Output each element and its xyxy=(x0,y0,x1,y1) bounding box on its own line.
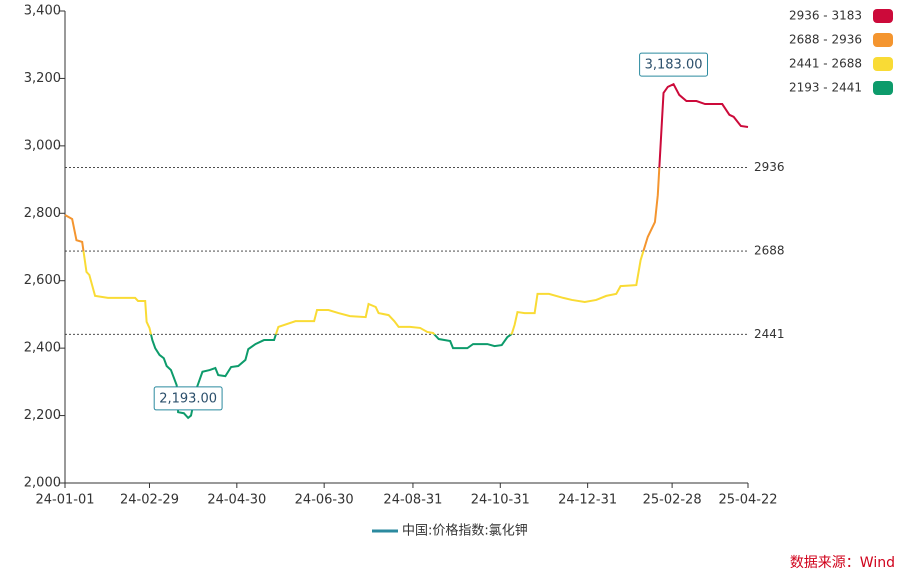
legend-piece-swatch xyxy=(873,81,893,95)
annotation-label: 3,183.00 xyxy=(645,58,703,73)
x-tick-label: 25-02-28 xyxy=(643,493,702,508)
x-tick-label: 24-10-31 xyxy=(471,493,530,508)
x-tick-label: 24-04-30 xyxy=(207,493,266,508)
y-tick-label: 3,000 xyxy=(24,138,61,153)
source: 数据来源：Wind xyxy=(790,555,895,571)
x-tick-label: 24-01-01 xyxy=(35,493,94,508)
reference-label: 2441 xyxy=(754,327,785,341)
x-tick-label: 24-08-31 xyxy=(383,493,442,508)
y-tick-label: 2,600 xyxy=(24,273,61,288)
y-tick-label: 3,400 xyxy=(24,4,61,19)
y-tick-label: 2,800 xyxy=(24,206,61,221)
line xyxy=(64,82,749,420)
legend-piece-label: 2193 - 2441 xyxy=(789,81,862,95)
y-tick-label: 2,400 xyxy=(24,341,61,356)
reference-label: 2688 xyxy=(754,244,785,258)
reference-label: 2936 xyxy=(754,160,785,174)
legend-piece-label: 2936 - 3183 xyxy=(789,9,862,23)
annotation-box xyxy=(153,386,223,411)
legend-piece-label: 2688 - 2936 xyxy=(789,33,862,47)
x-tick-label: 25-04-22 xyxy=(718,493,777,508)
legend-piece-label: 2441 - 2688 xyxy=(789,57,862,71)
legend-piece-swatch xyxy=(873,57,893,71)
legend-piece-swatch xyxy=(873,9,893,23)
y-tick-label: 2,000 xyxy=(24,476,61,491)
legend-piece-swatch xyxy=(873,33,893,47)
x-tick-label: 24-12-31 xyxy=(558,493,617,508)
legend-label: 中国:价格指数:氯化钾 xyxy=(402,523,528,539)
y-tick-label: 3,200 xyxy=(24,71,61,86)
y-tick-label: 2,200 xyxy=(24,408,61,423)
annotation-label: 2,193.00 xyxy=(159,391,217,406)
x-tick-label: 24-02-29 xyxy=(120,493,179,508)
x-tick-label: 24-06-30 xyxy=(295,493,354,508)
annotation-box xyxy=(639,52,708,77)
